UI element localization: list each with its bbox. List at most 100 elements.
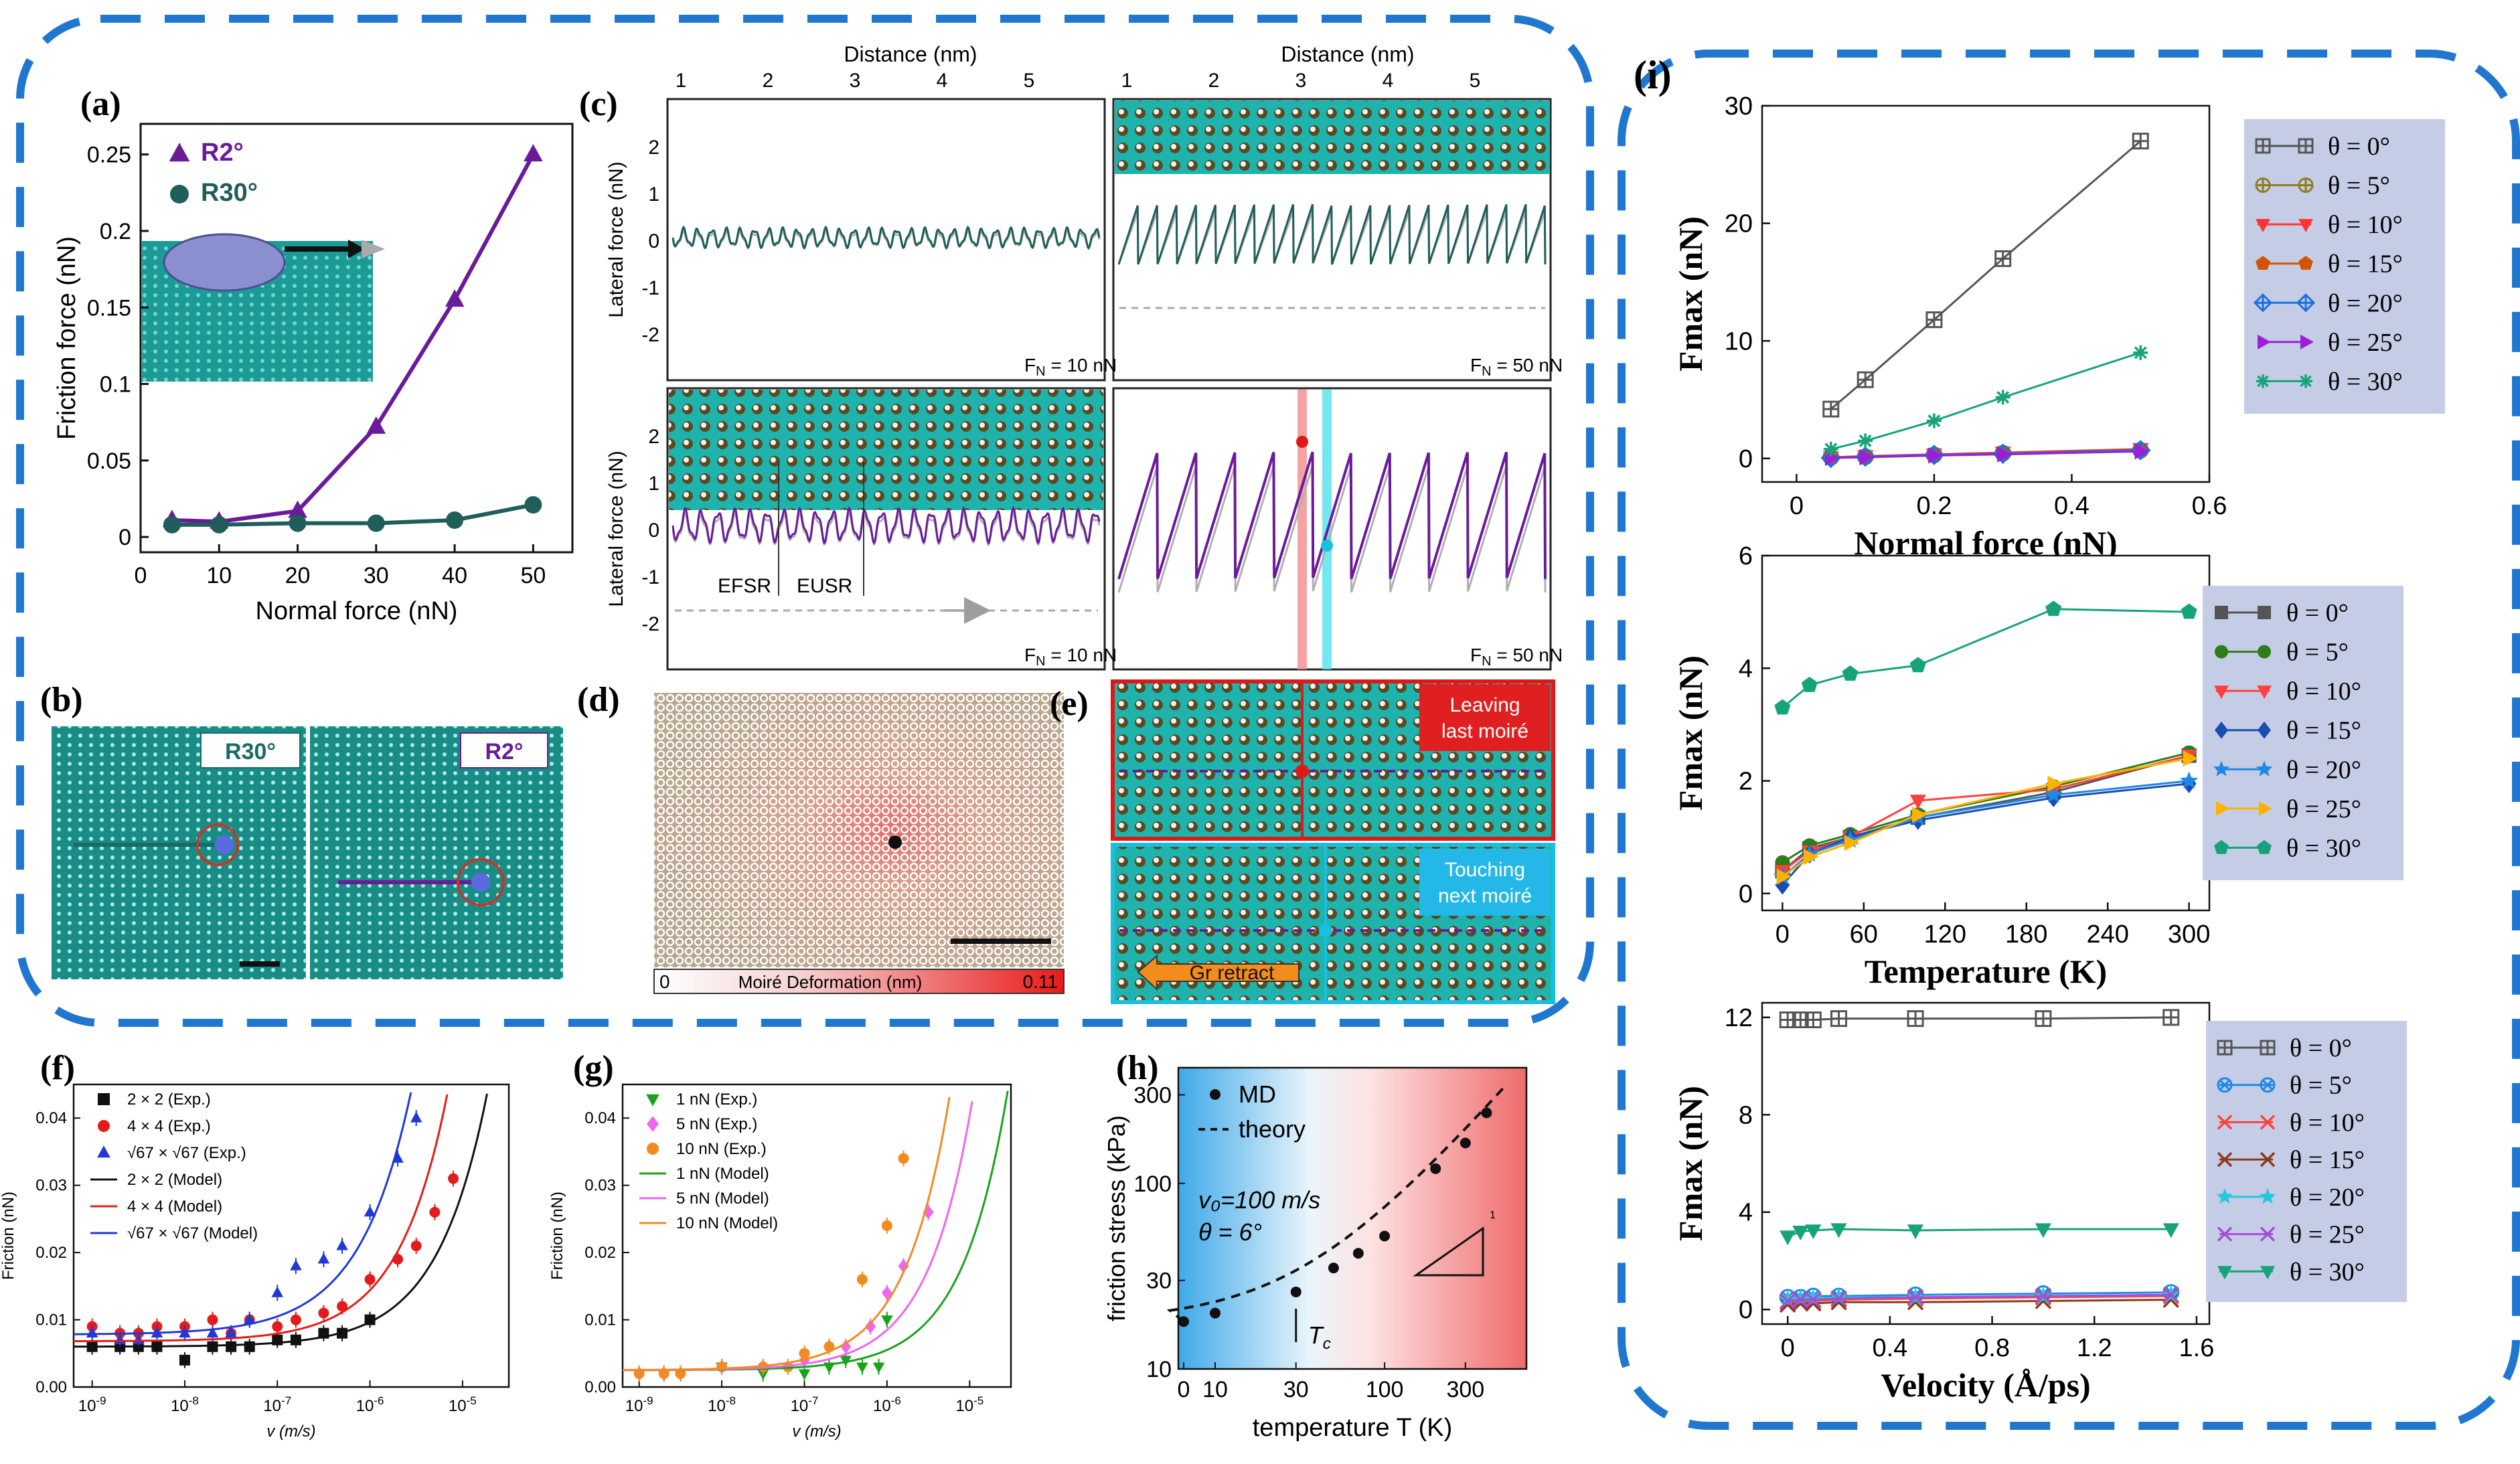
g-legend-label: 10 nN (Model) [676,1214,778,1232]
i3-xtick-label: 0.4 [1872,1334,1907,1362]
h-slope-label: 1 [1490,1210,1496,1221]
i3-point [1778,1290,1797,1308]
panel-label-b: (b) [40,681,83,719]
h-slope-triangle [1413,1226,1484,1277]
h-xtick-label: 30 [1283,1377,1309,1402]
i1-legend-marker [2256,219,2270,233]
f-point [337,1301,348,1312]
i1-legend-box [2244,119,2445,414]
c-ytick-label: 1 [648,473,659,495]
i3-legend-label: θ = 10° [2290,1109,2365,1137]
h-md-point [1430,1163,1441,1174]
panel-label-d: (d) [577,681,620,719]
h-xlabel: temperature T (K) [1253,1414,1453,1442]
i2-legend-box [2203,586,2404,880]
h-legend-md: MD [1239,1080,1276,1108]
i2-point [1909,795,1926,810]
i2-xtick-label: 0 [1776,920,1790,949]
panel-c-ylabel-top: Lateral force (nN) [605,161,627,317]
f-point [448,1173,459,1184]
i1-legend-marker [2255,138,2271,154]
h-md-point [1178,1316,1189,1327]
c-xtick-label: 5 [1470,70,1481,92]
h-theta: θ = 6° [1198,1218,1262,1246]
i3-legend-marker [2260,1151,2276,1167]
a-xtick-label: 0 [135,563,147,588]
a-point [288,500,307,518]
panel-b-scalebar [240,961,280,967]
i3-legend-marker [2217,1077,2233,1093]
f-point [206,1327,219,1338]
f-point [179,1354,190,1366]
h-xtick-label: 0 [1178,1377,1190,1402]
f-model-curve [74,1092,412,1335]
h-v0: v₀=100 m/s [1198,1186,1320,1214]
h-ylabel: friction stress (kPa) [1103,1115,1130,1321]
a-xlabel: Normal force (nN) [256,597,458,625]
panel-e-tag-top-1: Leaving [1449,694,1520,716]
i3-legend-marker [2217,1040,2233,1056]
i1-point [1859,449,1875,466]
c-xtick-label: 4 [1383,70,1394,92]
panel-label-h: (h) [1116,1049,1159,1087]
i1-point [1857,371,1874,388]
f-point [429,1206,441,1218]
g-xtick-label: 10-5 [955,1394,983,1415]
g-frame [621,1083,1012,1388]
c-xtick-label: 2 [1208,70,1220,92]
panel-b-dot-left [215,835,234,854]
chart-a-inset-arrowhead [348,240,365,258]
h-md-point [1290,1286,1302,1297]
panel-c-xlabel-left: Distance (nm) [844,42,977,66]
i3-xtick-label: 1.2 [2077,1334,2112,1362]
f-point [290,1314,301,1325]
f-xtick-label: 10-6 [356,1394,384,1415]
panel-e-retract-arrow [1137,954,1300,991]
a-ylabel: Friction force (nN) [53,236,81,440]
i2-legend-marker [2257,685,2272,700]
i3-xtick-label: 1.6 [2179,1334,2215,1362]
panel-b-tag-left [200,732,301,768]
i1-legend-label: θ = 20° [2328,289,2403,317]
i3-legend-marker [2260,1115,2276,1130]
i2-ytick-label: 4 [1739,655,1753,683]
panel-b-tag-right-text: R2° [485,739,523,764]
panel-e-retract-label: Gr retract [1190,962,1275,984]
a-point [163,515,181,534]
h-legend-md-marker [1210,1089,1220,1100]
f-legend-label: 4 × 4 (Exp.) [127,1117,211,1135]
i3-xlabel: Velocity (Å/ps) [1881,1366,2090,1404]
g-point [840,1339,852,1354]
f-xtick-label: 10-8 [171,1394,199,1415]
f-point [364,1274,376,1285]
f-point [226,1341,237,1352]
a-xtick-label: 10 [206,563,232,588]
panel-c-eusr: EUSR [797,575,852,597]
i2-legend-marker [2259,801,2272,816]
i2-point [2180,771,2199,789]
g-point [856,1362,868,1374]
g-point [898,1258,909,1273]
f-model-curve [74,1093,488,1348]
i1-xtick-label: 0.6 [2192,492,2227,520]
i2-legend-label: θ = 0° [2286,599,2349,627]
f-legend-marker [97,1145,110,1158]
c-ytick-label: 1 [648,183,659,206]
i1-ytick-label: 20 [1725,210,1753,238]
panel-c-fn-bl: FN = 10 nN [1024,645,1117,669]
c-ytick-label: 0 [648,519,659,542]
f-point [318,1307,329,1319]
a-point [524,144,543,162]
i3-xtick-label: 0 [1781,1334,1795,1362]
panel-e-dot-red [1295,764,1309,778]
i2-legend-marker [2214,839,2229,854]
h-ytick-label: 100 [1133,1171,1172,1197]
a-point [289,514,307,532]
f-point [272,1321,283,1332]
i2-ytick-label: 2 [1739,768,1753,796]
f-legend-marker [98,1093,110,1105]
i3-legend-marker [2217,1115,2233,1130]
g-ylabel: Friction (nN) [548,1192,566,1280]
panel-c-traces [672,204,1547,593]
